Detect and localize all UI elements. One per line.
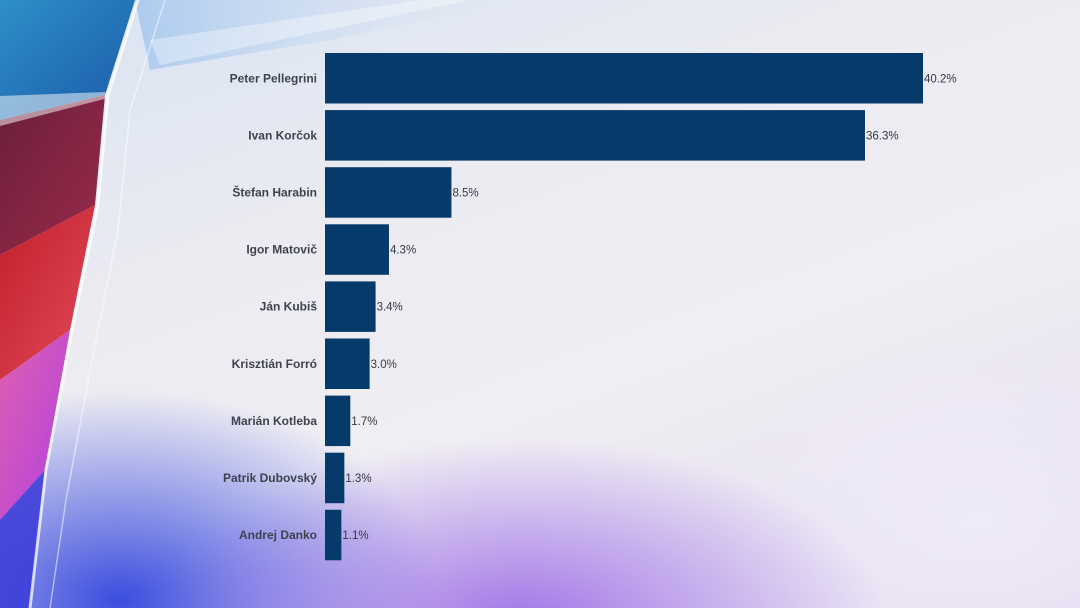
category-label: Peter Pellegrini xyxy=(230,71,317,85)
value-label: 1.3% xyxy=(345,473,371,485)
category-label: Patrik Dubovský xyxy=(223,471,317,485)
category-label: Štefan Harabin xyxy=(232,184,317,199)
value-label: 4.3% xyxy=(390,245,416,257)
value-label: 1.7% xyxy=(351,416,377,428)
bar-0 xyxy=(325,53,923,104)
value-label: 3.0% xyxy=(371,359,397,371)
value-labels: 40.2% 36.3% 8.5% 4.3% 3.4% 3.0% 1.7% 1.3% 1.1% xyxy=(342,73,956,542)
value-label: 8.5% xyxy=(452,187,478,199)
bar-5 xyxy=(325,338,370,389)
bars-layer xyxy=(325,53,923,561)
bar-1 xyxy=(325,110,865,161)
bar-4 xyxy=(325,281,376,332)
category-label: Ján Kubiš xyxy=(260,300,318,314)
value-label: 40.2% xyxy=(924,73,957,85)
bar-2 xyxy=(325,167,452,218)
category-label: Ivan Korčok xyxy=(248,128,317,142)
value-label: 1.1% xyxy=(342,530,368,542)
bar-6 xyxy=(325,395,351,447)
category-labels: Peter Pellegrini Ivan Korčok Štefan Harabi… xyxy=(223,71,317,542)
category-label: Igor Matovič xyxy=(246,243,317,257)
category-label: Andrej Danko xyxy=(239,528,317,542)
bar-8 xyxy=(325,509,342,561)
bar-7 xyxy=(325,452,345,504)
category-label: Marián Kotleba xyxy=(231,414,317,428)
value-label: 36.3% xyxy=(866,130,899,142)
bar-3 xyxy=(325,224,389,275)
value-label: 3.4% xyxy=(377,302,403,314)
category-label: Krisztián Forró xyxy=(232,357,317,371)
